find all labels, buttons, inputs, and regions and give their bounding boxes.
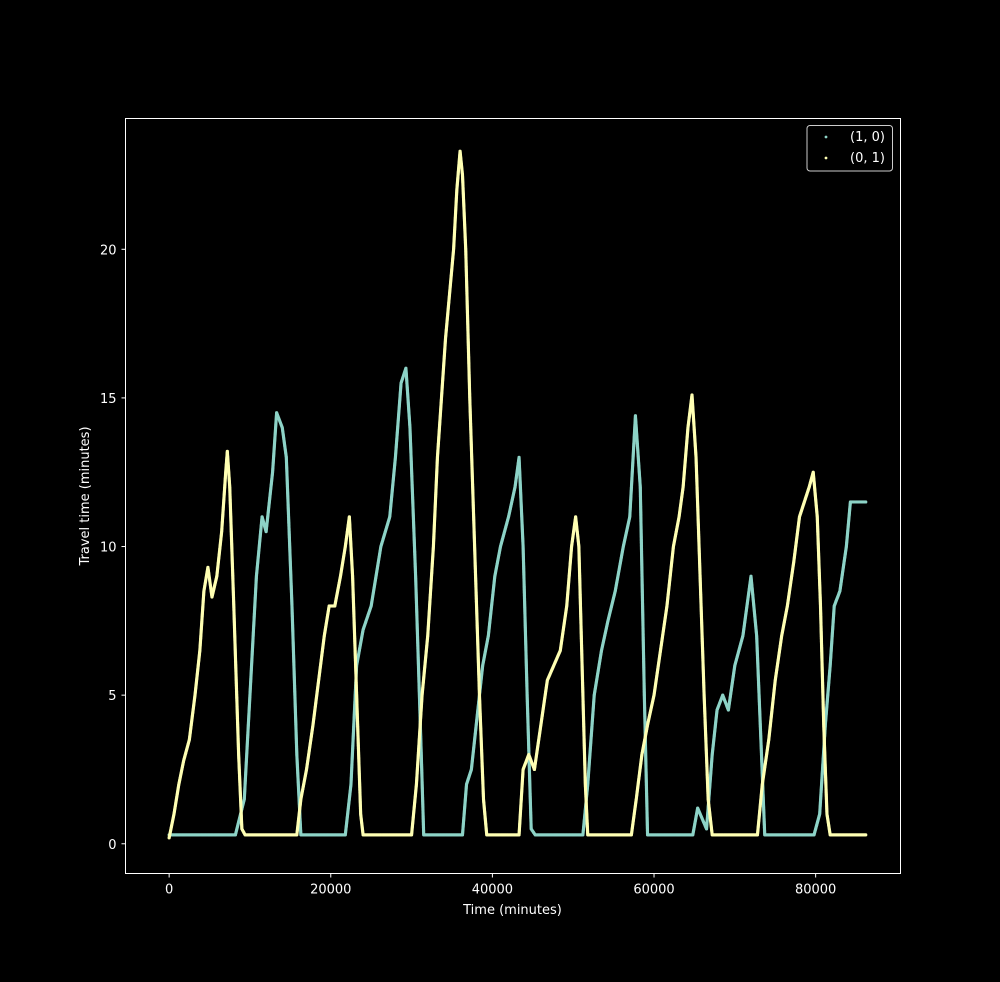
data-point [864,500,868,504]
series-1 [167,366,868,837]
plot-area [167,149,868,840]
